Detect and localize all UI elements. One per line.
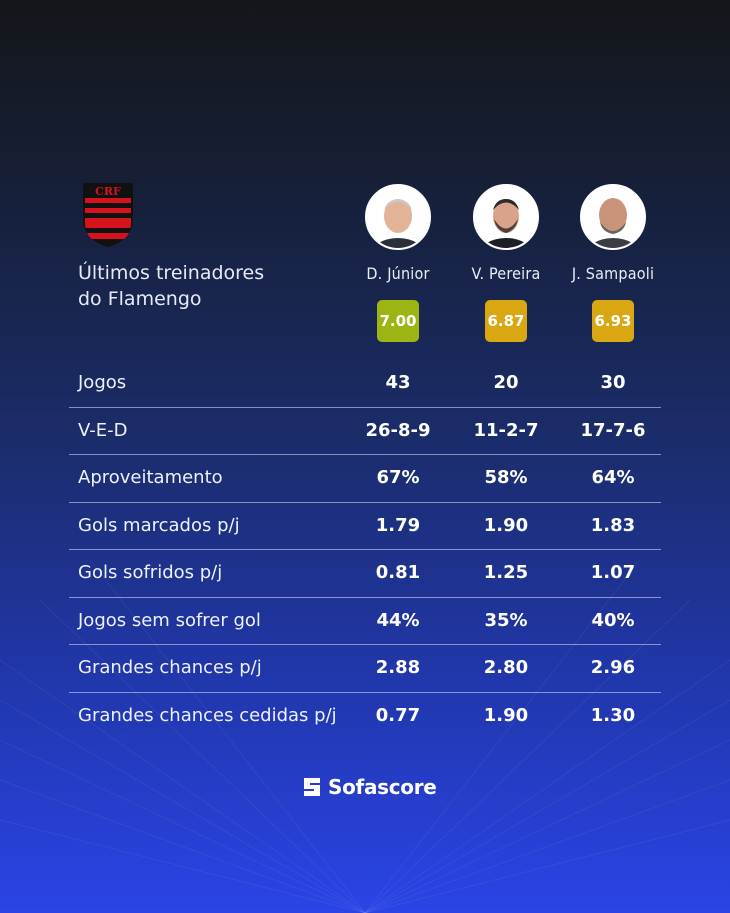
avatar [580, 184, 646, 250]
stat-value: 26-8-9 [365, 419, 431, 441]
coach-name: J. Sampaoli [571, 264, 655, 283]
stat-value: 20 [493, 372, 519, 393]
stat-value: 2.88 [375, 657, 421, 678]
avatar [473, 184, 539, 250]
stat-value: 1.30 [590, 704, 636, 726]
stat-value: 30 [600, 372, 626, 393]
stat-value: 43 [385, 372, 411, 393]
stat-value: 0.81 [375, 562, 421, 583]
table-row: Gols sofridos p/j 0.81 1.25 1.07 [69, 549, 661, 597]
coach-name: V. Pereira [471, 264, 541, 283]
rating-badge: 6.93 [592, 300, 634, 342]
sofascore-logo-icon [304, 778, 320, 796]
brand-name: Sofascore [328, 775, 437, 799]
stat-value: 11-2-7 [473, 419, 539, 441]
rating-badge: 6.87 [485, 300, 527, 342]
coach-column-3: J. Sampaoli [558, 184, 668, 283]
stat-value: 2.96 [590, 657, 636, 678]
stat-value: 1.83 [590, 514, 636, 536]
title-line-1: Últimos treinadores [78, 262, 265, 284]
row-label: Jogos sem sofrer gol [78, 609, 261, 631]
row-label: Grandes chances p/j [78, 657, 262, 678]
coach-column-2: V. Pereira [451, 184, 561, 283]
avatar [365, 184, 431, 250]
stat-value: 17-7-6 [580, 419, 646, 441]
table-row: Jogos sem sofrer gol 44% 35% 40% [69, 596, 661, 645]
row-label: Jogos [78, 372, 127, 393]
page-title: Últimos treinadores do Flamengo [78, 260, 264, 312]
coach-name: D. Júnior [366, 264, 430, 283]
svg-text:CRF: CRF [95, 185, 121, 198]
row-label: Aproveitamento [78, 467, 223, 488]
stats-table: Jogos 43 20 30 V-E-D 26-8-9 11-2-7 17-7-… [69, 360, 661, 739]
table-row: Jogos 43 20 30 [69, 360, 661, 407]
stat-value: 1.07 [590, 562, 636, 583]
table-row: Aproveitamento 67% 58% 64% [69, 454, 661, 502]
row-label: Gols sofridos p/j [78, 562, 223, 583]
stat-value: 1.90 [483, 514, 529, 536]
stat-value: 67% [376, 467, 420, 488]
table-row: Grandes chances p/j 2.88 2.80 2.96 [69, 644, 661, 692]
stat-value: 1.25 [483, 562, 529, 583]
stat-value: 58% [484, 467, 528, 488]
flamengo-crest-icon: CRF [83, 183, 133, 247]
row-label: V-E-D [78, 419, 128, 441]
stat-value: 64% [591, 467, 635, 488]
sofascore-logo: Sofascore [302, 774, 437, 800]
table-row: Gols marcados p/j 1.79 1.90 1.83 [69, 501, 661, 550]
row-label: Gols marcados p/j [78, 514, 240, 536]
stat-value: 44% [376, 609, 420, 631]
rating-badge: 7.00 [377, 300, 419, 342]
table-row: Grandes chances cedidas p/j 0.77 1.90 1.… [69, 691, 661, 740]
stat-value: 35% [484, 609, 528, 631]
table-row: V-E-D 26-8-9 11-2-7 17-7-6 [69, 406, 661, 455]
stat-value: 1.79 [375, 514, 421, 536]
row-label: Grandes chances cedidas p/j [78, 704, 337, 726]
title-line-2: do Flamengo [78, 288, 202, 310]
stat-value: 0.77 [375, 704, 421, 726]
coach-column-1: D. Júnior [343, 184, 453, 283]
stat-value: 1.90 [483, 704, 529, 726]
stat-value: 40% [591, 609, 635, 631]
stat-value: 2.80 [483, 657, 529, 678]
